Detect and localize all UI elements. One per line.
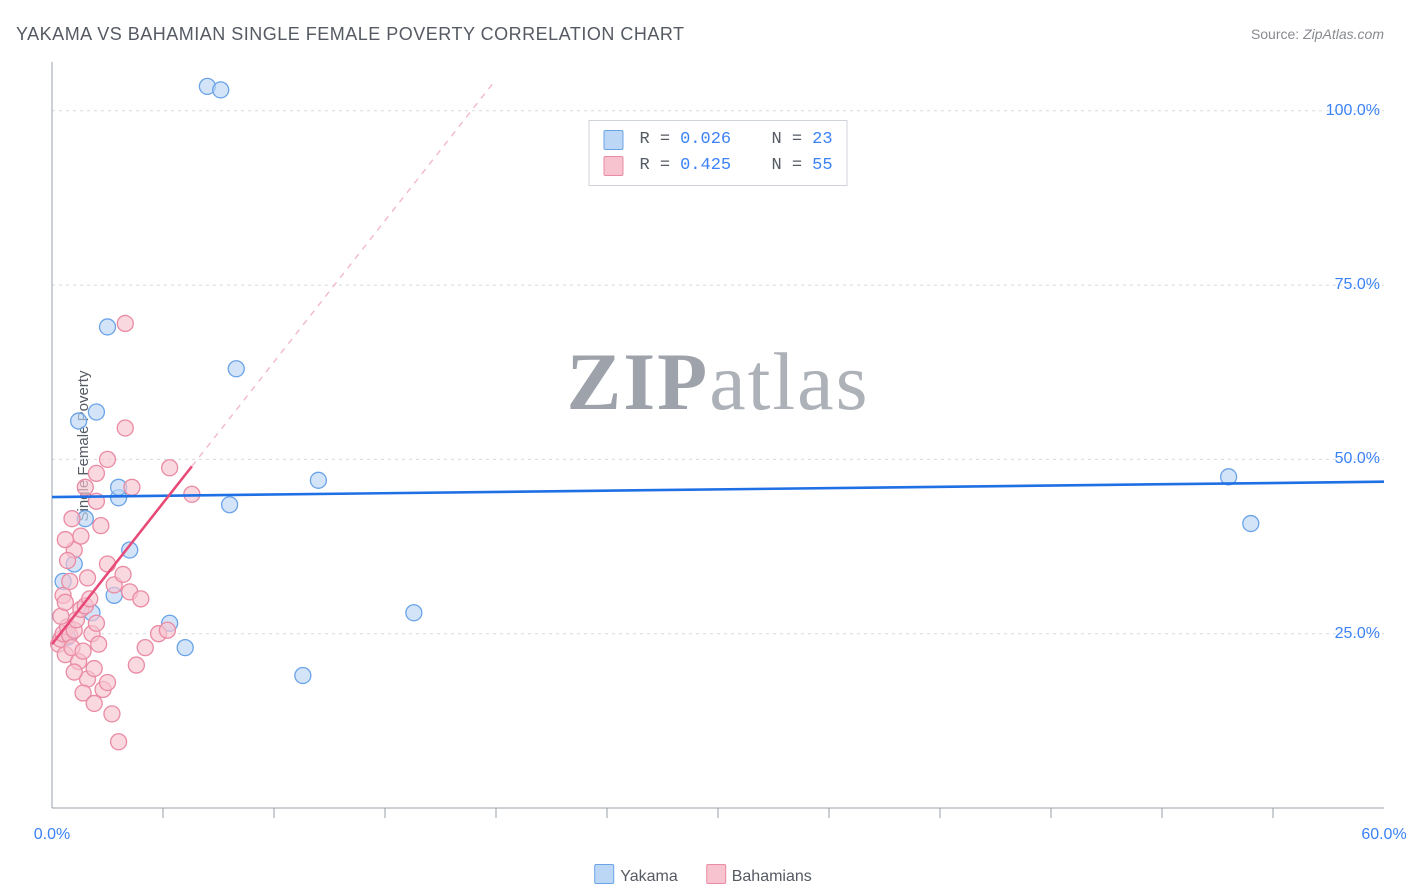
source-label: Source: (1251, 26, 1299, 42)
series-legend-label: Bahamians (732, 868, 812, 885)
legend-row: R = 0.026 N = 23 (603, 127, 832, 153)
y-tick-label: 75.0% (1335, 276, 1380, 294)
x-tick-label: 60.0% (1361, 826, 1406, 844)
correlation-legend: R = 0.026 N = 23R = 0.425 N = 55 (588, 120, 847, 186)
legend-r-value: 0.425 (680, 153, 731, 179)
series-legend-item: Yakama (594, 864, 678, 886)
legend-n-label: N = (772, 153, 803, 179)
legend-swatch (603, 130, 623, 150)
chart-title: YAKAMA VS BAHAMIAN SINGLE FEMALE POVERTY… (16, 24, 685, 45)
series-legend-label: Yakama (620, 868, 678, 885)
series-legend-item: Bahamians (706, 864, 812, 886)
legend-swatch (594, 864, 614, 884)
x-tick-label: 0.0% (34, 826, 70, 844)
chart-area: ZIPatlas R = 0.026 N = 23R = 0.425 N = 5… (48, 58, 1388, 848)
legend-n-value: 23 (812, 127, 832, 153)
y-tick-label: 100.0% (1326, 102, 1380, 120)
series-legend: Yakama Bahamians (594, 864, 812, 886)
y-tick-label: 50.0% (1335, 450, 1380, 468)
legend-n-label: N = (772, 127, 803, 153)
y-tick-label: 25.0% (1335, 625, 1380, 643)
legend-r-label: R = (639, 153, 670, 179)
legend-r-value: 0.026 (680, 127, 731, 153)
legend-r-label: R = (639, 127, 670, 153)
source-attribution: Source: ZipAtlas.com (1251, 26, 1384, 42)
legend-row: R = 0.425 N = 55 (603, 153, 832, 179)
source-value: ZipAtlas.com (1303, 26, 1384, 42)
legend-swatch (603, 156, 623, 176)
legend-n-value: 55 (812, 153, 832, 179)
legend-swatch (706, 864, 726, 884)
